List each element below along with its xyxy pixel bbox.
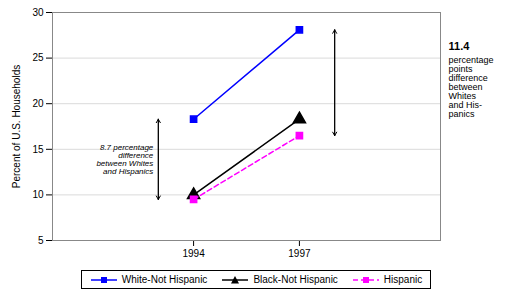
svg-text:8.7 percentagedifferencebetwee: 8.7 percentagedifferencebetween Whitesan… [96, 143, 153, 176]
svg-text:20: 20 [32, 98, 44, 109]
svg-text:Percent of U.S. Households: Percent of U.S. Households [11, 65, 22, 188]
svg-text:percentagepointsdifferencebetw: percentagepointsdifferencebetweenWhitesa… [449, 55, 494, 119]
svg-text:25: 25 [32, 52, 44, 63]
svg-text:5: 5 [38, 235, 44, 246]
html-text:White-Not Hispanic: White-Not Hispanic [121, 274, 208, 285]
svg-text:1994: 1994 [182, 248, 205, 259]
svg-text:11.4: 11.4 [449, 40, 471, 52]
svg-text:15: 15 [32, 144, 44, 155]
svg-text:1997: 1997 [288, 248, 311, 259]
html-text:Hispanic: Hispanic [383, 274, 423, 285]
svg-text:10: 10 [32, 189, 44, 200]
html-text:Black-Not Hispanic: Black-Not Hispanic [253, 274, 338, 285]
svg-text:30: 30 [32, 7, 44, 18]
